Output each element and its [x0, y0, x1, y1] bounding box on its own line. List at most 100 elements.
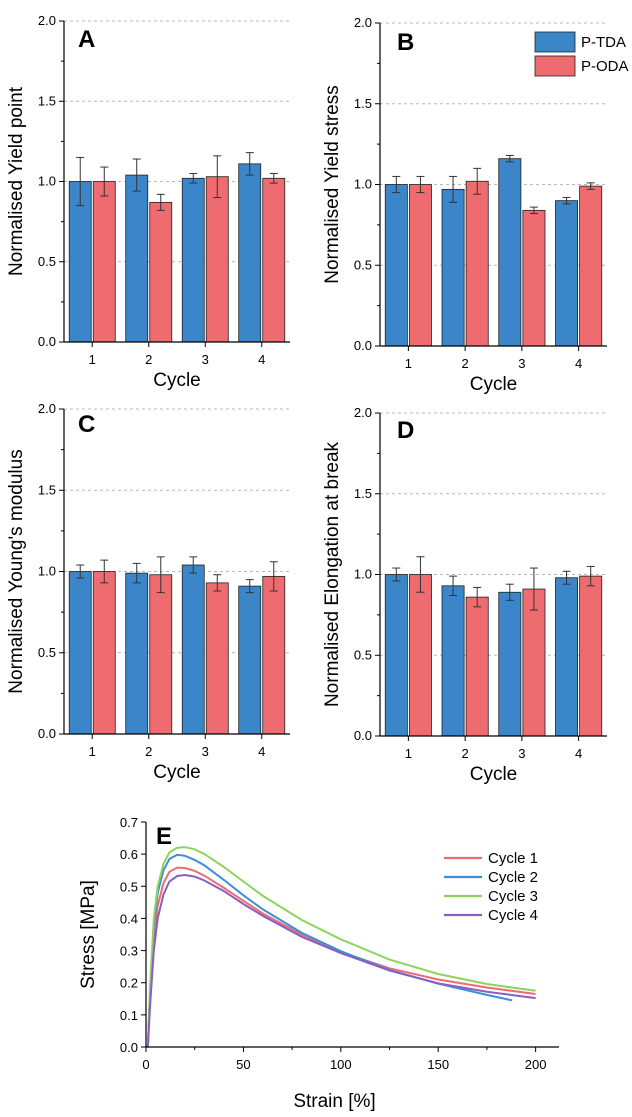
x-tick-label: 1 — [405, 746, 412, 761]
bar-p-tda-cycle-4 — [555, 577, 579, 737]
curve-cycle-4 — [146, 873, 536, 1048]
bar-p-oda-cycle-4 — [579, 185, 603, 347]
y-tick-label: 0.0 — [354, 728, 372, 743]
panel-d: 1 2 3 4 0.0 0.5 1.0 1.5 2.0 Cycle Normalised Elong… — [322, 405, 607, 785]
x-tick-label: 4 — [258, 744, 265, 759]
bar-p-tda-cycle-2 — [125, 572, 149, 735]
bar-p-tda-cycle-3 — [498, 591, 522, 737]
bar-p-oda-cycle-4 — [262, 177, 286, 343]
y-tick-label: 1.5 — [354, 96, 372, 111]
y-tick-label: 0.5 — [354, 257, 372, 272]
x-axis-title: Cycle — [470, 764, 518, 785]
x-tick-label: 3 — [518, 356, 525, 371]
x-tick-label: 2 — [462, 746, 469, 761]
bar-p-tda-cycle-1 — [384, 184, 408, 347]
x-tick-label: 2 — [462, 356, 469, 371]
legend-swatch-p-oda — [534, 55, 576, 77]
bar-p-tda-cycle-2 — [441, 188, 465, 347]
y-tick-label: 2.0 — [354, 405, 372, 420]
bar-p-tda-cycle-1 — [384, 574, 408, 737]
bar-p-oda-cycle-3 — [205, 176, 229, 343]
x-tick-label: 1 — [89, 744, 96, 759]
y-tick-label: 0.1 — [120, 1008, 138, 1023]
x-axis-title: Strain [%] — [293, 1091, 375, 1112]
x-tick-label: 3 — [202, 744, 209, 759]
bar-p-oda-cycle-2 — [465, 596, 489, 737]
y-tick-label: 1.0 — [354, 567, 372, 582]
bar-p-oda-cycle-2 — [149, 201, 173, 343]
y-tick-label: 0.6 — [120, 847, 138, 862]
y-tick-label: 0.0 — [354, 338, 372, 353]
y-tick-label: 0.5 — [354, 647, 372, 662]
legend-label: Cycle 2 — [488, 869, 538, 886]
x-tick-label: 100 — [330, 1057, 352, 1072]
panel-letter: A — [78, 26, 95, 53]
y-tick-label: 0.0 — [38, 334, 56, 349]
bar-p-tda-cycle-3 — [498, 158, 522, 347]
curve-cycle-1 — [146, 866, 536, 1048]
x-tick-label: 1 — [405, 356, 412, 371]
y-tick-label: 1.0 — [38, 564, 56, 579]
legend-swatch-p-tda — [534, 31, 576, 53]
bar-p-tda-cycle-1 — [68, 571, 92, 735]
bar-p-oda-cycle-3 — [522, 588, 546, 737]
bar-p-oda-cycle-1 — [408, 574, 432, 737]
panel-a: 1 2 3 4 0.0 0.5 1.0 1.5 2.0 Cycle Normalised Yield… — [6, 13, 290, 391]
y-tick-label: 0.0 — [38, 726, 56, 741]
x-tick-label: 200 — [525, 1057, 547, 1072]
y-tick-label: 1.5 — [354, 486, 372, 501]
bar-p-tda-cycle-4 — [238, 585, 262, 735]
x-tick-label: 150 — [427, 1057, 449, 1072]
x-tick-label: 4 — [258, 352, 265, 367]
panel-letter: E — [156, 823, 172, 850]
y-tick-label: 0.3 — [120, 944, 138, 959]
panel-c: 1 2 3 4 0.0 0.5 1.0 1.5 2.0 Cycle Normalised Young… — [6, 401, 290, 783]
legend-label: Cycle 3 — [488, 888, 538, 905]
bar-p-oda-cycle-2 — [465, 180, 489, 347]
legend-label: Cycle 1 — [488, 850, 538, 867]
y-tick-label: 0.7 — [120, 815, 138, 830]
legend-label: Cycle 4 — [488, 907, 538, 924]
bar-p-tda-cycle-3 — [181, 177, 205, 343]
y-tick-label: 0.0 — [120, 1040, 138, 1055]
y-tick-label: 2.0 — [38, 401, 56, 416]
panel-letter: C — [78, 411, 95, 438]
x-tick-label: 0 — [142, 1057, 149, 1072]
bar-p-oda-cycle-1 — [92, 181, 116, 343]
y-tick-label: 1.0 — [354, 177, 372, 192]
bar-p-tda-cycle-3 — [181, 564, 205, 735]
bar-p-tda-cycle-4 — [238, 163, 262, 343]
bar-p-oda-cycle-3 — [522, 209, 546, 347]
y-tick-label: 0.5 — [38, 254, 56, 269]
y-tick-label: 0.5 — [38, 645, 56, 660]
y-axis-title: Normalised Yield point — [6, 86, 27, 276]
x-tick-label: 2 — [145, 352, 152, 367]
x-axis-title: Cycle — [470, 374, 518, 395]
y-axis-title: Normalised Young's modulus — [6, 449, 27, 693]
bar-p-oda-cycle-1 — [408, 184, 432, 347]
x-tick-label: 2 — [145, 744, 152, 759]
panel-e: 0 50 100 150 200 0.0 0.1 0.2 0.3 0.4 0.5 0.6 0.7 Stra… — [78, 815, 559, 1112]
y-axis-title: Stress [MPa] — [78, 880, 99, 989]
x-tick-label: 1 — [89, 352, 96, 367]
curve-cycle-2 — [146, 853, 513, 1048]
legend-label: P-ODA — [581, 58, 629, 75]
y-axis-title: Normalised Yield stress — [322, 85, 343, 284]
y-tick-label: 0.2 — [120, 976, 138, 991]
y-tick-label: 2.0 — [354, 15, 372, 30]
y-tick-label: 2.0 — [38, 13, 56, 28]
x-tick-label: 3 — [202, 352, 209, 367]
legend-label: P-TDA — [581, 34, 626, 51]
bar-p-oda-cycle-2 — [149, 574, 173, 735]
y-tick-label: 0.4 — [120, 911, 138, 926]
x-tick-label: 4 — [575, 356, 582, 371]
bar-p-oda-cycle-1 — [92, 571, 116, 735]
x-tick-label: 4 — [575, 746, 582, 761]
x-axis-title: Cycle — [153, 762, 201, 783]
x-tick-label: 3 — [518, 746, 525, 761]
x-axis-title: Cycle — [153, 370, 201, 391]
panel-letter: B — [397, 29, 414, 56]
y-tick-label: 1.5 — [38, 93, 56, 108]
bar-p-tda-cycle-4 — [555, 200, 579, 347]
